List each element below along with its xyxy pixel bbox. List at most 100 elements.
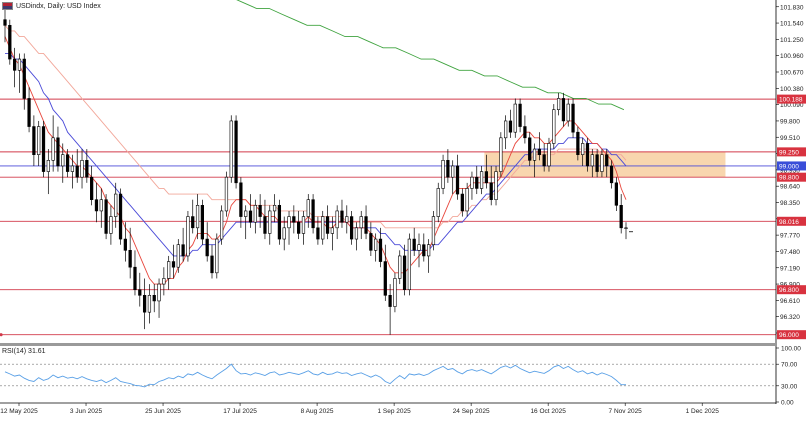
candle	[624, 222, 628, 240]
candle-body-up	[441, 160, 445, 189]
candle-body-up	[61, 154, 65, 167]
candle-body-down	[349, 216, 354, 240]
candle	[61, 143, 65, 183]
candle-body-down	[277, 205, 282, 240]
candle	[176, 239, 180, 273]
price-tag-label: 98.016	[779, 219, 799, 226]
candle-body-up	[566, 103, 570, 122]
candle-body-down	[65, 154, 70, 172]
candle	[195, 194, 200, 240]
candle-body-down	[609, 165, 614, 184]
candle	[465, 182, 469, 217]
time-tick-label: 17 Jul 2025	[223, 408, 257, 415]
time-tick-label: 7 Nov 2025	[609, 408, 643, 415]
candle	[532, 143, 537, 178]
candle-body-down	[94, 199, 99, 212]
candle-body-down	[133, 266, 137, 290]
chart-title: USDindx, Daily: USD Index	[2, 2, 101, 10]
candle-body-down	[446, 160, 450, 178]
candle-body-down	[605, 154, 609, 167]
candle-body-down	[239, 182, 243, 217]
candle	[13, 47, 17, 88]
candle	[345, 205, 349, 234]
candle-body-down	[542, 154, 546, 167]
candle	[27, 87, 31, 133]
candle-body-up	[532, 148, 537, 161]
rsi-tick-label: 0.00	[781, 400, 794, 407]
price-tag-98.800	[777, 172, 806, 182]
price-tick-label: 98.930	[780, 167, 800, 174]
candle-body-up	[253, 205, 257, 223]
candle-body-up	[109, 216, 113, 234]
candle-body-down	[22, 58, 26, 99]
candle	[417, 233, 421, 268]
candle-body-up	[70, 165, 75, 172]
candle	[90, 165, 94, 206]
candle-body-up	[176, 244, 180, 268]
price-tag-96.000	[777, 330, 806, 340]
candle-body-up	[321, 216, 325, 240]
price-tag-label: 100.188	[779, 97, 803, 104]
candle-body-up	[624, 227, 628, 229]
candle	[325, 205, 330, 240]
candle-body-down	[191, 216, 195, 229]
candle-body-down	[316, 227, 320, 240]
candle-body-up	[600, 154, 604, 172]
sma-green-line	[236, 0, 625, 111]
candle	[484, 154, 489, 189]
candle	[224, 171, 229, 217]
candle-body-down	[128, 250, 132, 268]
supply-zone-box	[484, 151, 726, 178]
candle-body-up	[46, 160, 50, 172]
candle-body-down	[56, 137, 60, 167]
price-tag-label: 96.800	[779, 287, 799, 294]
candle-body-up	[374, 238, 378, 251]
candle-body-up	[494, 171, 498, 200]
candle-body-up	[552, 109, 556, 144]
candle-body-up	[470, 176, 474, 189]
candle-body-up	[186, 216, 190, 257]
candle-body-up	[215, 238, 219, 274]
candle	[378, 227, 383, 268]
candle-body-up	[114, 193, 118, 217]
candle	[3, 8, 7, 43]
candle-body-down	[475, 176, 479, 189]
time-axis-layer[interactable]: 12 May 2025 3 Jun 2025 25 Jun 2025 17 Jul 2…	[0, 403, 719, 415]
candle	[17, 53, 22, 93]
candle-body-down	[138, 289, 142, 296]
rsi-tick-label: 70.00	[781, 362, 798, 369]
candle-body-up	[581, 143, 585, 155]
candle-body-up	[301, 216, 306, 234]
candle	[566, 98, 570, 127]
price-tag-99.250	[777, 147, 806, 157]
candle	[528, 132, 532, 166]
candle-body-up	[306, 199, 310, 217]
candle	[600, 149, 604, 178]
candle-body-up	[436, 188, 440, 217]
candle	[542, 143, 546, 172]
candle	[475, 165, 479, 195]
candle-body-up	[99, 199, 103, 212]
candle	[138, 272, 142, 307]
candle	[508, 109, 513, 138]
candle	[470, 171, 474, 200]
time-tick-label: 12 May 2025	[0, 408, 38, 415]
price-tick-label: 100.960	[780, 53, 804, 60]
candle-body-down	[3, 19, 7, 26]
candle	[340, 199, 344, 228]
candle	[374, 233, 378, 262]
time-tick-label: 1 Sep 2025	[377, 408, 411, 415]
candle-body-up	[451, 165, 455, 178]
price-tag-label: 96.000	[779, 332, 799, 339]
candle-body-up	[504, 120, 508, 139]
candle-body-down	[75, 165, 79, 178]
candle	[513, 98, 517, 138]
candle-body-down	[85, 160, 89, 178]
h-line-anchor-dot	[0, 333, 3, 337]
price-tick-label: 98.350	[780, 200, 800, 207]
price-tag-label: 98.800	[779, 175, 799, 182]
candle-body-down	[383, 261, 387, 296]
candle-body-down	[200, 205, 204, 240]
